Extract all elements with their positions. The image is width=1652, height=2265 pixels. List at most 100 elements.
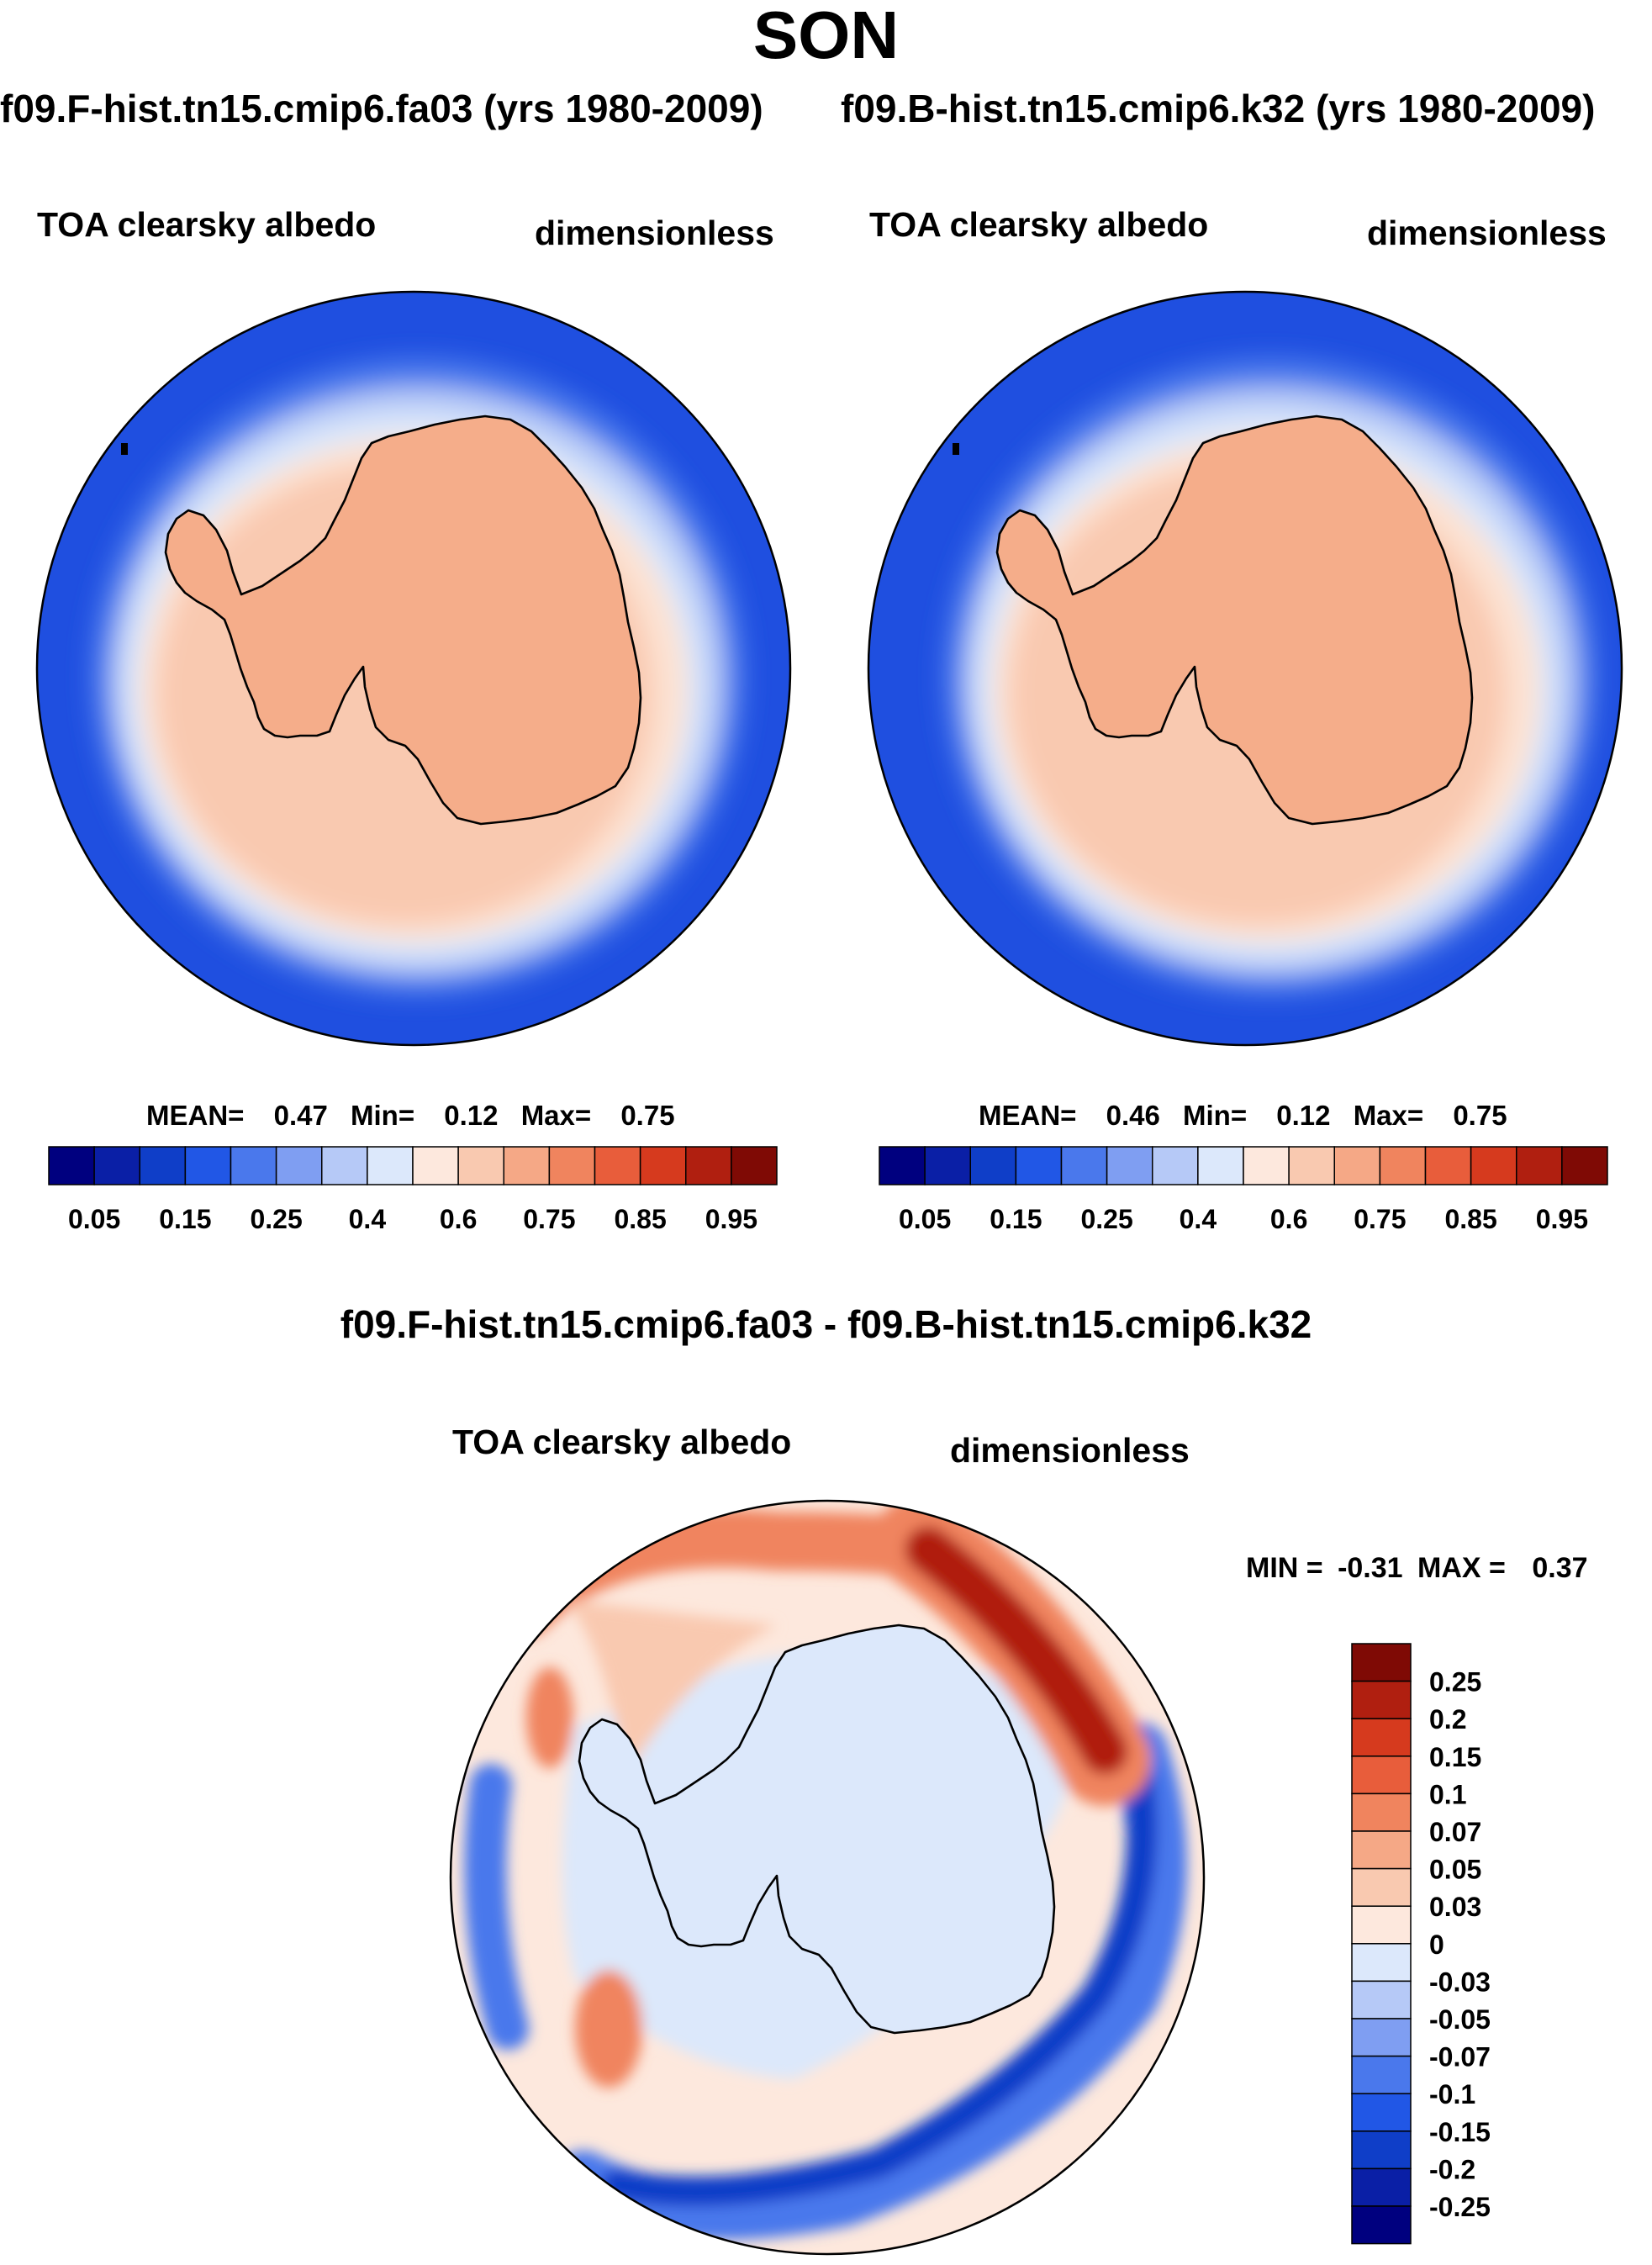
colorbar2-swatch xyxy=(1015,1146,1063,1185)
colorbar3-swatch xyxy=(1351,2205,1412,2245)
colorbar2-swatch xyxy=(969,1146,1017,1185)
panel3-colorbar: 0.25 0.2 0.15 0.1 0.07 0.05 0.03 0 -0.03 -0.05 -0.… xyxy=(1351,1643,1491,2245)
panel1-max-value: 0.75 xyxy=(620,1100,675,1131)
panel2-mean-label: MEAN= xyxy=(979,1100,1077,1131)
panel1-colorbar: 0.05 0.15 0.25 0.4 0.6 0.75 0.85 0.95 xyxy=(48,1146,778,1234)
colorbar1-swatch xyxy=(594,1146,641,1185)
colorbar1-swatch xyxy=(412,1146,459,1185)
panel3-map-border xyxy=(449,1499,1206,2256)
panel3-variable-title: TOA clearsky albedo xyxy=(452,1423,792,1461)
colorbar2-swatch xyxy=(1561,1146,1608,1185)
colorbar1-swatch xyxy=(93,1146,140,1185)
colorbar1-tick-label: 0.6 xyxy=(440,1204,477,1234)
colorbar2-tick-label: 0.75 xyxy=(1354,1204,1406,1234)
colorbar3-swatch xyxy=(1351,1867,1412,1907)
colorbar2-swatch xyxy=(924,1146,971,1185)
panel2-stats: MEAN= 0.46 Min= 0.12 Max= 0.75 xyxy=(979,1100,1507,1132)
colorbar1-tick-label: 0.95 xyxy=(705,1204,757,1234)
panel3-min-value: -0.31 xyxy=(1338,1552,1403,1584)
antarctica-coastline-diff xyxy=(578,1624,1056,2035)
colorbar3-tick-label: -0.1 xyxy=(1429,2079,1475,2109)
colorbar3-swatch xyxy=(1351,1905,1412,1945)
colorbar2-swatch xyxy=(1424,1146,1472,1185)
colorbar2-swatch xyxy=(1106,1146,1153,1185)
panel1-mean-value: 0.47 xyxy=(273,1100,328,1131)
colorbar2-swatch xyxy=(1470,1146,1517,1185)
colorbar1-swatch xyxy=(184,1146,232,1185)
antarctica-coastline xyxy=(995,414,1474,826)
panel2-mean-value: 0.46 xyxy=(1106,1100,1160,1131)
negative-band xyxy=(554,1722,1187,2240)
negative-west-band xyxy=(464,1764,529,2050)
colorbar1-tick-label: 0.85 xyxy=(614,1204,666,1234)
colorbar3-tick-label: -0.07 xyxy=(1429,2042,1491,2072)
panel3-min-label: MIN = xyxy=(1246,1552,1323,1584)
panel2-max-label: Max= xyxy=(1353,1100,1424,1131)
colorbar1-swatch xyxy=(548,1146,596,1185)
colorbar3-swatch xyxy=(1351,1756,1412,1795)
colorbar3-tick-label: 0.25 xyxy=(1429,1667,1481,1697)
colorbar1-swatch xyxy=(321,1146,368,1185)
positive-east-band-core xyxy=(905,1526,1128,1775)
panel2-min-value: 0.12 xyxy=(1276,1100,1331,1131)
colorbar1-swatch xyxy=(230,1146,277,1185)
colorbar3-swatch xyxy=(1351,2018,1412,2057)
panel2-variable-title: TOA clearsky albedo xyxy=(869,205,1209,244)
antarctica-coastline xyxy=(164,414,642,826)
colorbar3-swatch xyxy=(1351,1980,1412,2019)
case2-header: f09.B-hist.tn15.cmip6.k32 (yrs 1980-2009… xyxy=(841,87,1596,130)
colorbar1-swatch xyxy=(367,1146,414,1185)
colorbar2-swatch xyxy=(1197,1146,1244,1185)
colorbar3-tick-label: 0.05 xyxy=(1429,1855,1481,1885)
difference-header: f09.F-hist.tn15.cmip6.fa03 - f09.B-hist.… xyxy=(340,1302,1312,1346)
colorbar3-tick-label: -0.25 xyxy=(1429,2192,1491,2222)
panel1-max-label: Max= xyxy=(520,1100,592,1131)
colorbar2-tick-label: 0.85 xyxy=(1444,1204,1496,1234)
colorbar2-swatch xyxy=(1243,1146,1290,1185)
panel1-min-value: 0.12 xyxy=(444,1100,499,1131)
colorbar3-tick-label: -0.03 xyxy=(1429,1967,1491,1997)
panel2-max-value: 0.75 xyxy=(1453,1100,1507,1131)
antarctic-continent-fill xyxy=(997,416,1472,824)
colorbar2-tick-label: 0.05 xyxy=(899,1204,951,1234)
colorbar2-tick-label: 0.6 xyxy=(1270,1204,1307,1234)
positive-peninsula-patch xyxy=(526,1667,573,1768)
panel1-min-label: Min= xyxy=(351,1100,415,1131)
panel2-colorbar: 0.05 0.15 0.25 0.4 0.6 0.75 0.85 0.95 xyxy=(879,1146,1608,1234)
colorbar3-swatch xyxy=(1351,1830,1412,1870)
panel2-map xyxy=(868,292,1622,1045)
figure-title: SON xyxy=(752,0,900,72)
colorbar1-swatch xyxy=(48,1146,95,1185)
panel2-units: dimensionless xyxy=(1367,214,1607,252)
colorbar3-swatch xyxy=(1351,1643,1412,1682)
colorbar3-tick-label: 0.15 xyxy=(1429,1742,1481,1772)
colorbar1-swatch xyxy=(685,1146,732,1185)
colorbar1-swatch xyxy=(503,1146,551,1185)
colorbar3-tick-label: 0.2 xyxy=(1429,1704,1466,1734)
island-marker xyxy=(953,443,959,455)
colorbar3-tick-label: -0.15 xyxy=(1429,2117,1491,2147)
colorbar2-swatch xyxy=(1288,1146,1335,1185)
colorbar2-tick-label: 0.4 xyxy=(1180,1204,1217,1234)
colorbar2-swatch xyxy=(1333,1146,1381,1185)
panel1-variable-title: TOA clearsky albedo xyxy=(37,205,377,244)
colorbar3-swatch xyxy=(1351,2093,1412,2132)
positive-ross-patch xyxy=(575,1970,642,2088)
panel3-max-value: 0.37 xyxy=(1532,1552,1588,1584)
colorbar3-tick-label: 0.07 xyxy=(1429,1817,1481,1847)
panel1-mean-label: MEAN= xyxy=(146,1100,245,1131)
panel1-map-border xyxy=(35,290,792,1047)
colorbar1-swatch xyxy=(731,1146,778,1185)
antarctic-continent-diff-fill xyxy=(579,1625,1054,2033)
case1-header: f09.F-hist.tn15.cmip6.fa03 (yrs 1980-200… xyxy=(0,87,763,130)
colorbar3-tick-label: -0.05 xyxy=(1429,2004,1491,2035)
panel2-min-label: Min= xyxy=(1183,1100,1248,1131)
panel2-map-border xyxy=(867,290,1623,1047)
colorbar1-swatch xyxy=(139,1146,187,1185)
panel3-units: dimensionless xyxy=(950,1431,1190,1470)
panel1-units: dimensionless xyxy=(535,214,774,252)
colorbar1-tick-label: 0.15 xyxy=(159,1204,211,1234)
colorbar1-tick-label: 0.05 xyxy=(68,1204,120,1234)
panel3-difference-map xyxy=(451,1501,1204,2254)
